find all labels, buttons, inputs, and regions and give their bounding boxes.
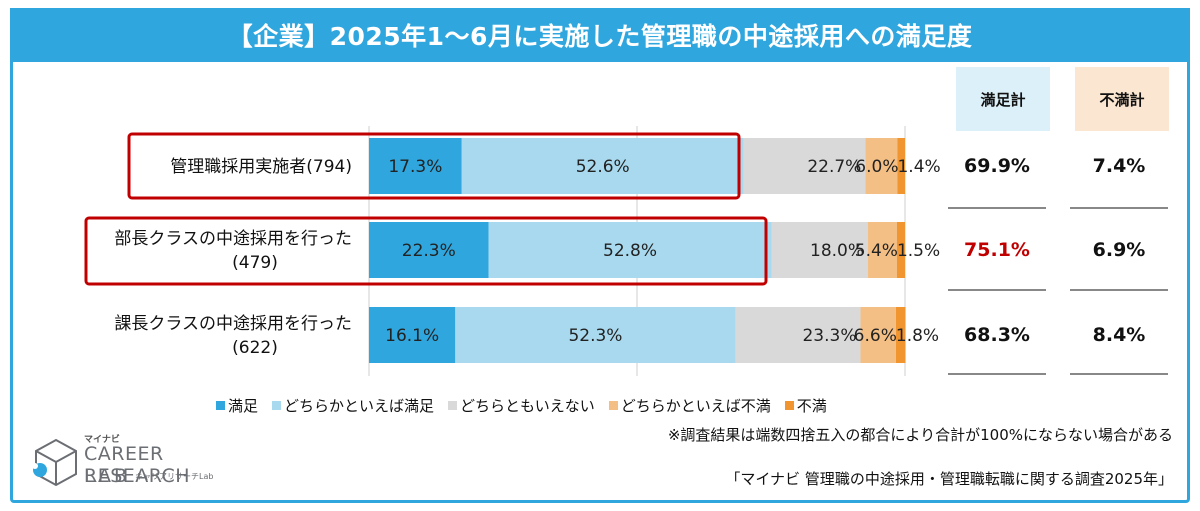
legend-swatch-unsatisfied <box>784 401 794 410</box>
legend-swatch-satisfied <box>216 401 225 410</box>
data-label-kacho-satisfied: 16.1% <box>385 326 439 346</box>
bar-kacho-neutral <box>735 307 861 363</box>
data-label-bucho-neutral: 18.0% <box>810 241 864 261</box>
highlight-box-implemented <box>127 132 741 200</box>
bar-bucho-somewhat-unsatisfied <box>868 222 897 278</box>
category-label-bucho: 部長クラスの中途採用を行った <box>114 229 352 249</box>
data-label-bucho-somewhat-unsatisfied: 5.4% <box>855 241 898 261</box>
category-label-count-bucho: (479) <box>232 253 278 273</box>
unsatisfied-total-implemented: 7.4% <box>1093 155 1146 177</box>
data-label-implemented-somewhat-unsatisfied: 6.0% <box>855 157 898 177</box>
data-label-implemented-somewhat-satisfied: 52.6% <box>576 157 630 177</box>
bar-implemented-satisfied <box>369 138 462 194</box>
data-label-bucho-somewhat-satisfied: 52.8% <box>603 241 657 261</box>
bar-kacho-satisfied <box>369 307 456 363</box>
bar-kacho-somewhat-satisfied <box>455 307 736 363</box>
logo-main-text: CAREER RESEARCH <box>84 443 191 487</box>
bar-kacho-unsatisfied <box>895 307 906 363</box>
bar-implemented-somewhat-satisfied <box>461 138 744 194</box>
data-label-bucho-unsatisfied: 1.5% <box>897 241 940 261</box>
cube-logo-icon <box>32 438 77 487</box>
legend-label-unsatisfied: 不満 <box>796 397 827 415</box>
unsatisfied-total-bucho: 6.9% <box>1093 239 1146 261</box>
rounding-note: ※調査結果は端数四捨五入の都合により合計が100%にならない場合がある <box>667 426 1173 444</box>
bar-bucho-satisfied <box>369 222 489 278</box>
logo-brand-text: マイナビ <box>84 435 120 445</box>
data-label-kacho-neutral: 23.3% <box>802 326 856 346</box>
data-label-implemented-unsatisfied: 1.4% <box>897 157 940 177</box>
data-label-implemented-neutral: 22.7% <box>807 157 861 177</box>
legend-label-somewhat-satisfied: どちらかといえば満足 <box>284 397 435 415</box>
legend-label-satisfied: 満足 <box>228 397 259 415</box>
column-header-unsatisfied-total: 不満計 <box>1075 67 1169 131</box>
satisfied-total-kacho: 68.3% <box>964 324 1030 346</box>
legend-item-neutral: どちらともいえない <box>448 395 595 416</box>
bar-bucho-neutral <box>771 222 869 278</box>
data-label-bucho-satisfied: 22.3% <box>402 241 456 261</box>
chart-title: 【企業】2025年1～6月に実施した管理職の中途採用への満足度 <box>10 8 1190 62</box>
category-label-count-kacho: (622) <box>232 338 278 358</box>
satisfied-total-bucho: 75.1% <box>964 239 1030 261</box>
highlight-box-bucho <box>84 216 768 286</box>
bar-bucho-somewhat-satisfied <box>488 222 772 278</box>
bar-implemented-neutral <box>743 138 866 194</box>
bar-bucho-unsatisfied <box>896 222 905 278</box>
category-label-kacho: 課長クラスの中途採用を行った <box>114 314 352 334</box>
legend-label-somewhat-unsatisfied: どちらかといえば不満 <box>620 397 771 415</box>
bar-kacho-somewhat-unsatisfied <box>860 307 896 363</box>
legend-swatch-somewhat-unsatisfied <box>608 401 618 410</box>
data-label-kacho-somewhat-satisfied: 52.3% <box>568 326 622 346</box>
data-label-kacho-somewhat-unsatisfied: 6.6% <box>854 326 897 346</box>
bar-implemented-unsatisfied <box>897 138 905 194</box>
legend-swatch-neutral <box>448 401 458 410</box>
category-label-implemented: 管理職採用実施者(794) <box>170 157 352 177</box>
legend-item-unsatisfied: 不満 <box>784 395 827 416</box>
column-header-satisfied-total: 満足計 <box>956 67 1050 131</box>
logo-sub-text: キャリアリサーチLab <box>135 472 214 481</box>
legend-item-somewhat-satisfied: どちらかといえば満足 <box>272 395 434 416</box>
chart-legend: 満足 どちらかといえば満足 どちらともいえない どちらかといえば不満 不満 <box>216 395 827 416</box>
data-label-kacho-unsatisfied: 1.8% <box>896 326 939 346</box>
legend-item-somewhat-unsatisfied: どちらかといえば不満 <box>608 395 771 416</box>
unsatisfied-total-kacho: 8.4% <box>1093 324 1146 346</box>
legend-label-neutral: どちらともいえない <box>460 397 595 415</box>
logo-lab-text: LAB <box>84 465 131 487</box>
source-citation: 「マイナビ 管理職の中途採用・管理職転職に関する調査2025年」 <box>725 470 1173 488</box>
legend-item-satisfied: 満足 <box>216 395 258 416</box>
data-label-implemented-satisfied: 17.3% <box>388 157 442 177</box>
satisfied-total-implemented: 69.9% <box>964 155 1030 177</box>
bar-implemented-somewhat-unsatisfied <box>865 138 898 194</box>
legend-swatch-somewhat-satisfied <box>272 401 282 410</box>
career-research-lab-logo: マイナビ CAREER RESEARCH LAB キャリアリサーチLab <box>30 432 270 492</box>
